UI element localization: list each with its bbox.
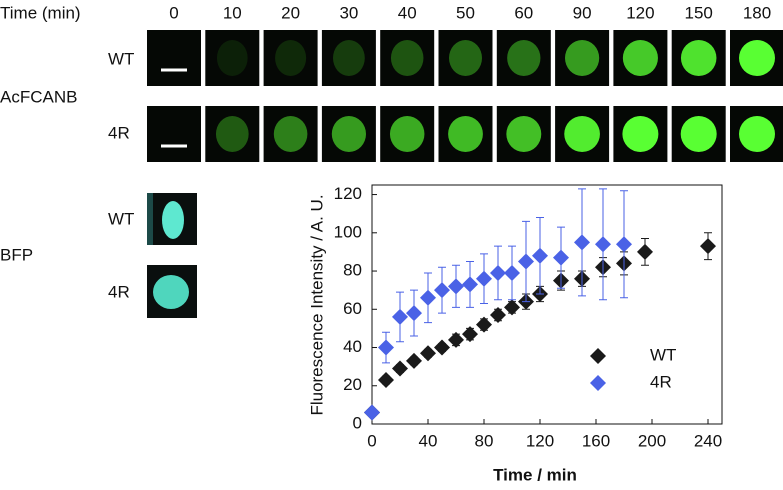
stain-label: AcFCANB — [0, 87, 77, 106]
point — [420, 345, 436, 362]
y-axis-label: Fluorescence Intensity / A. U. — [307, 194, 326, 415]
nucleus — [506, 116, 542, 152]
cell-image — [147, 30, 201, 86]
nucleus — [448, 116, 483, 152]
nucleus — [216, 40, 248, 76]
y-tick-label: 80 — [343, 261, 362, 280]
point — [700, 238, 716, 255]
time-tick: 20 — [281, 3, 300, 22]
y-tick-label: 100 — [334, 222, 362, 241]
legend-marker — [590, 375, 606, 391]
point — [476, 270, 492, 287]
cell-image — [147, 106, 201, 162]
point — [378, 339, 394, 356]
y-tick-label: 40 — [343, 337, 362, 356]
time-tick: 180 — [743, 3, 771, 22]
point — [392, 308, 408, 325]
point — [392, 360, 408, 377]
x-tick-label: 40 — [419, 431, 438, 450]
legend-label: 4R — [650, 372, 672, 391]
point — [476, 316, 492, 333]
point — [616, 236, 632, 253]
bfp-label: BFP — [0, 245, 33, 264]
bfp-nucleus — [153, 275, 189, 309]
point — [553, 249, 569, 266]
nucleus — [507, 40, 541, 76]
point — [462, 326, 478, 343]
x-tick-label: 0 — [367, 431, 376, 450]
nucleus — [275, 40, 307, 76]
y-tick-label: 60 — [343, 299, 362, 318]
nucleus — [739, 40, 775, 76]
point — [448, 331, 464, 348]
point — [364, 404, 380, 421]
x-tick-label: 80 — [475, 431, 494, 450]
nucleus — [331, 116, 366, 152]
x-tick-label: 120 — [526, 431, 554, 450]
nucleus — [215, 116, 249, 152]
point — [490, 307, 506, 324]
cell-image — [263, 30, 318, 86]
time-tick: 60 — [514, 3, 533, 22]
row-label: WT — [108, 49, 134, 68]
nucleus — [680, 40, 717, 76]
point — [518, 253, 534, 270]
y-tick-label: 20 — [343, 375, 362, 394]
point — [574, 234, 590, 251]
y-tick-label: 0 — [353, 413, 362, 432]
nucleus — [449, 40, 482, 76]
point — [378, 372, 394, 389]
time-tick: 40 — [398, 3, 417, 22]
nucleus — [333, 40, 365, 76]
x-tick-label: 160 — [582, 431, 610, 450]
point — [637, 243, 653, 260]
time-tick: 50 — [456, 3, 475, 22]
point — [406, 352, 422, 369]
time-label: Time (min) — [0, 3, 81, 22]
point — [490, 264, 506, 281]
nucleus — [273, 116, 308, 152]
point — [504, 299, 520, 316]
x-axis-label: Time / min — [493, 465, 577, 484]
point — [406, 305, 422, 322]
nucleus — [680, 116, 717, 152]
nucleus — [622, 40, 658, 76]
nucleus — [739, 116, 775, 152]
point — [504, 264, 520, 281]
point — [434, 282, 450, 299]
time-tick: 90 — [573, 3, 592, 22]
point — [448, 278, 464, 295]
row-label: 4R — [108, 123, 130, 142]
point — [595, 236, 611, 253]
x-tick-label: 240 — [694, 431, 722, 450]
nucleus — [390, 40, 424, 76]
bfp-nucleus — [162, 201, 184, 239]
time-tick: 120 — [626, 3, 654, 22]
nucleus — [389, 116, 425, 152]
time-tick: 0 — [169, 3, 178, 22]
time-tick: 10 — [223, 3, 242, 22]
row-label: WT — [108, 209, 134, 228]
point — [434, 339, 450, 356]
point — [462, 276, 478, 293]
y-tick-label: 120 — [334, 184, 362, 203]
point — [532, 247, 548, 264]
legend-marker — [590, 348, 606, 364]
time-tick: 30 — [339, 3, 358, 22]
plot-frame — [371, 184, 723, 425]
row-label: 4R — [108, 282, 130, 301]
nucleus — [565, 40, 600, 76]
cell-image — [205, 30, 260, 86]
x-tick-label: 200 — [638, 431, 666, 450]
bfp-cell — [147, 193, 153, 245]
nucleus — [564, 116, 600, 152]
legend-label: WT — [650, 345, 676, 364]
time-tick: 150 — [685, 3, 713, 22]
point — [420, 289, 436, 306]
nucleus — [622, 116, 659, 152]
